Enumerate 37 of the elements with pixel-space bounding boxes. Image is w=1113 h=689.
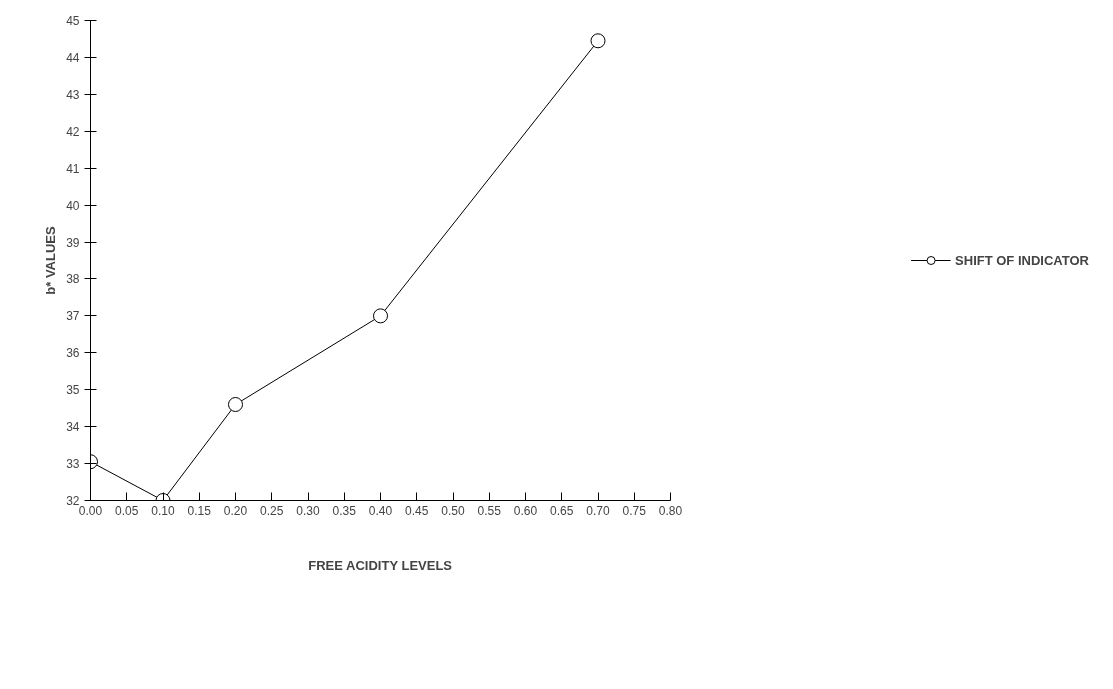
y-tick-label: 44 <box>66 50 80 65</box>
legend-label: SHIFT OF INDICATOR <box>955 252 1089 268</box>
x-tick-label: 0.75 <box>622 503 647 518</box>
y-axis-title: b* VALUES <box>43 225 59 295</box>
y-tick-label: 40 <box>66 198 80 213</box>
x-tick-label: 0.80 <box>658 503 683 518</box>
x-tick-label: 0.35 <box>332 503 357 518</box>
y-tick-label: 37 <box>66 309 80 324</box>
y-tick-label: 43 <box>66 87 80 102</box>
y-tick-label: 45 <box>66 14 80 28</box>
point <box>228 397 243 412</box>
y-tick-label: 32 <box>66 494 80 508</box>
x-tick-label: 0.25 <box>260 503 284 518</box>
x-tick-label: 0.40 <box>368 503 393 518</box>
x-tick-label: 0.55 <box>477 503 502 518</box>
x-tick-label: 0.50 <box>441 503 465 518</box>
y-tick-label: 41 <box>66 161 80 176</box>
y-tick-label: 38 <box>66 272 80 287</box>
x-tick-label: 0.45 <box>405 503 429 518</box>
y-tick-label: 39 <box>66 235 80 250</box>
x-axis-title: FREE ACIDITY LEVELS <box>308 557 453 573</box>
x-tick-label: 0.20 <box>223 503 248 518</box>
x-tick-label: 0.70 <box>586 503 610 518</box>
x-tick-label: 0.05 <box>115 503 139 518</box>
point <box>590 33 606 49</box>
y-tick-label: 42 <box>66 124 80 139</box>
y-tick-label: 35 <box>66 383 80 398</box>
point <box>373 308 388 324</box>
x-tick-label: 0.65 <box>550 503 574 518</box>
x-tick-label: 0.15 <box>187 503 212 518</box>
y-tick-label: 34 <box>66 420 80 435</box>
y-tick-label: 36 <box>66 346 80 361</box>
x-tick-label: 0.30 <box>296 503 320 518</box>
x-tick-label: 0.00 <box>78 503 103 518</box>
y-tick-label: 33 <box>66 457 80 472</box>
x-tick-label: 0.60 <box>513 503 538 518</box>
x-tick-label: 0.10 <box>151 503 175 518</box>
